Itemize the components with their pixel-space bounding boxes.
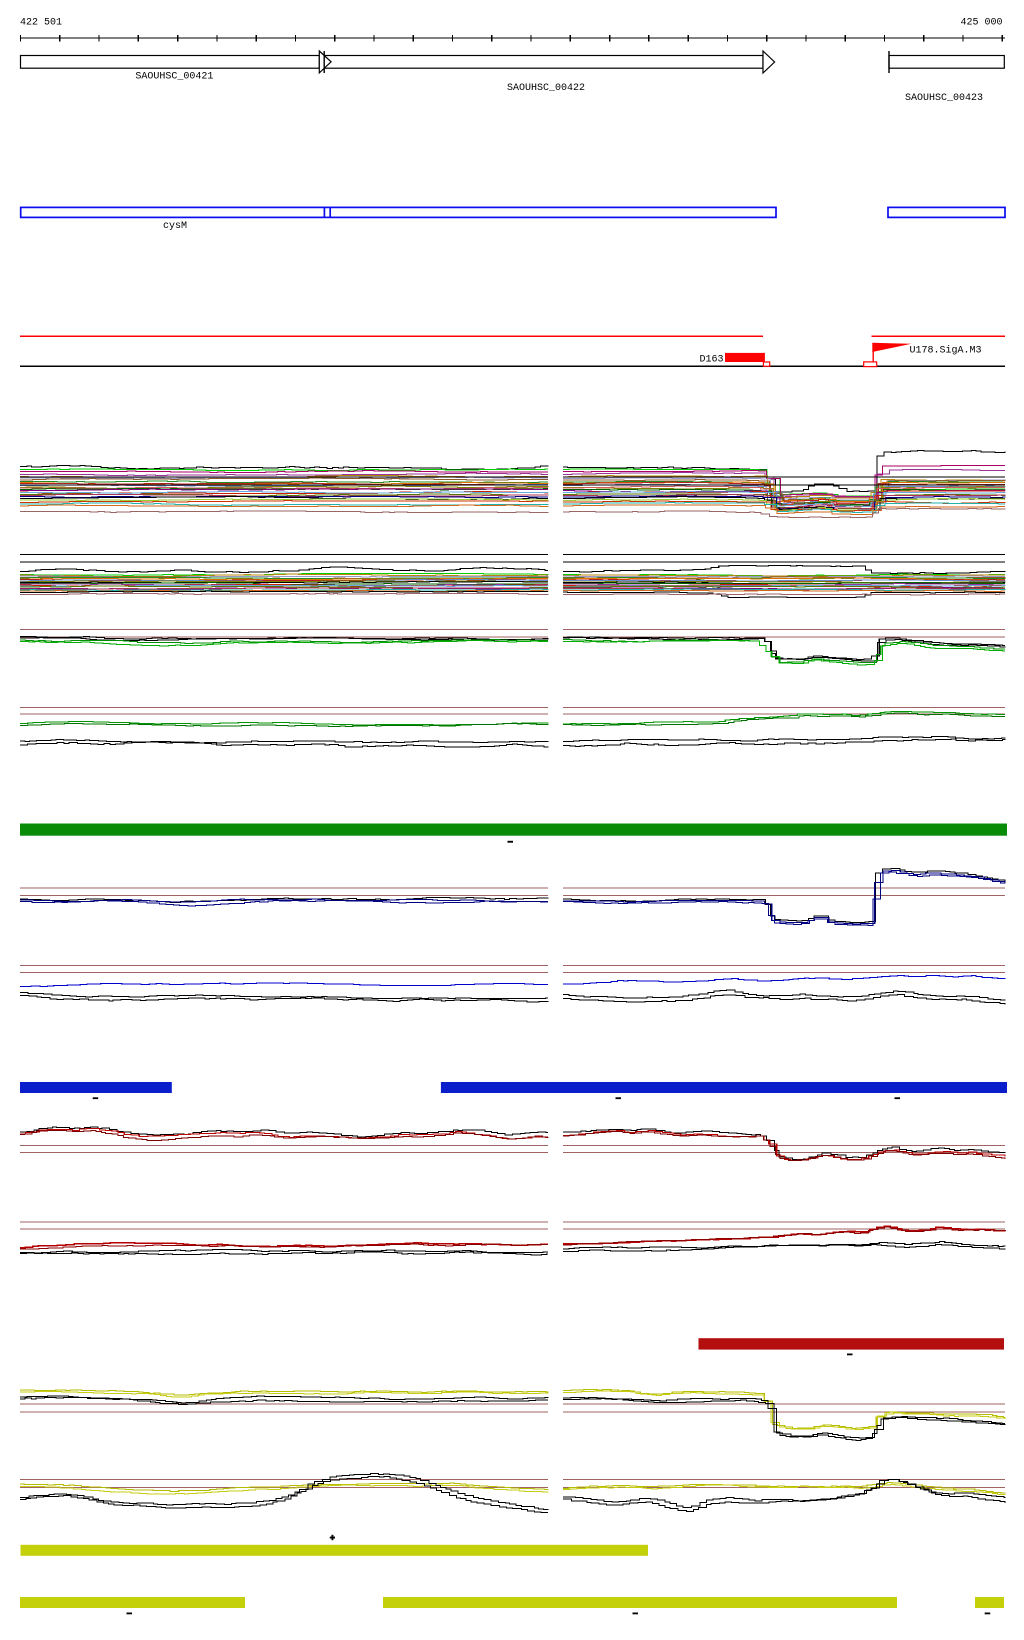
svg-text:D163: D163 — [700, 355, 724, 366]
svg-text:SAOUHSC_00422: SAOUHSC_00422 — [507, 83, 585, 94]
svg-text:SAOUHSC_00423: SAOUHSC_00423 — [905, 93, 983, 104]
svg-text:425 000: 425 000 — [961, 17, 1003, 28]
svg-text:U178.SigA.M3: U178.SigA.M3 — [910, 345, 982, 357]
svg-text:422 501: 422 501 — [20, 17, 62, 28]
svg-text:cysM: cysM — [163, 221, 187, 232]
svg-text:SAOUHSC_00421: SAOUHSC_00421 — [135, 72, 213, 83]
